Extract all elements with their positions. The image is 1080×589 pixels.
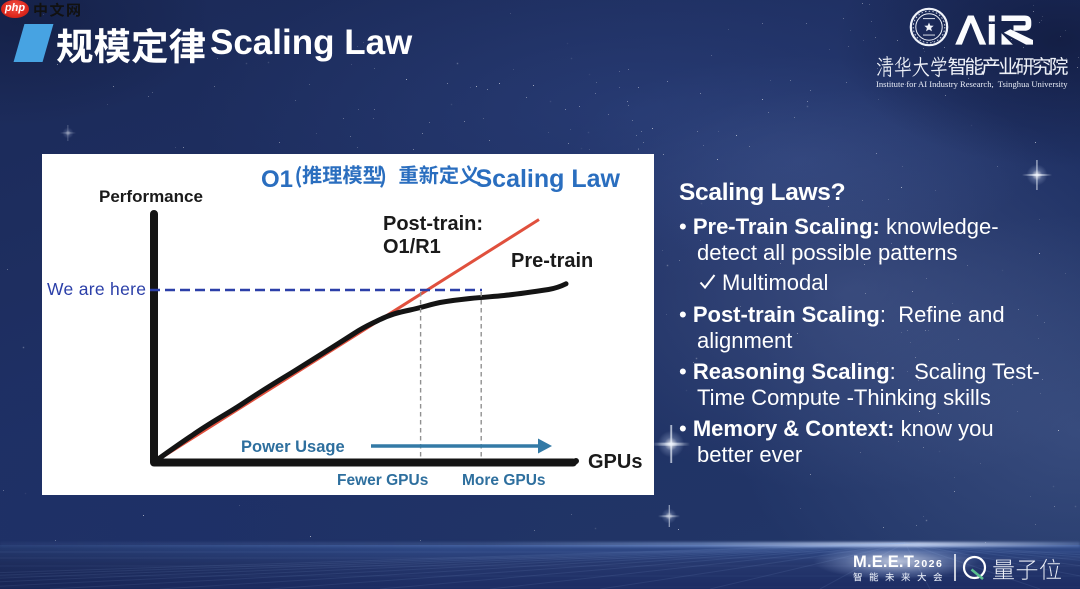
svg-text:Pre-train: Pre-train	[511, 250, 593, 272]
svg-text:GPUs: GPUs	[588, 451, 642, 473]
svg-text:O1: O1	[261, 166, 293, 193]
svg-text:Power Usage: Power Usage	[241, 438, 345, 456]
svg-text:Performance: Performance	[99, 187, 203, 206]
svg-text:We are here: We are here	[47, 279, 146, 299]
svg-text:More GPUs: More GPUs	[462, 472, 546, 489]
svg-text:Fewer GPUs: Fewer GPUs	[337, 472, 428, 489]
svg-text:O1/R1: O1/R1	[383, 236, 441, 258]
svg-text:Post-train:: Post-train:	[383, 213, 483, 235]
svg-text:Scaling Law: Scaling Law	[476, 165, 621, 193]
